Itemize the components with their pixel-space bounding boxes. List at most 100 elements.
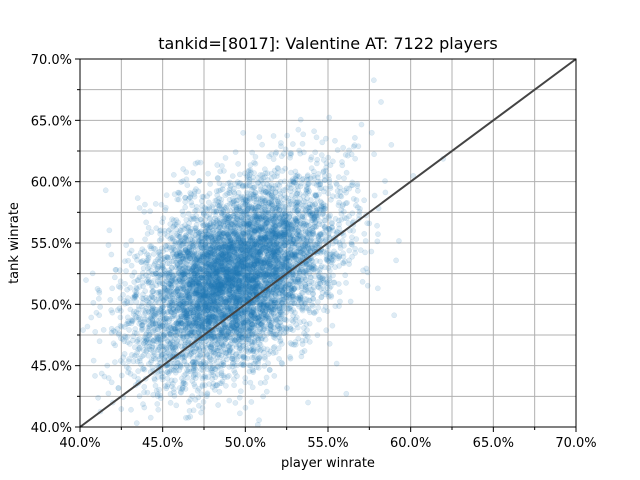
data-point bbox=[343, 280, 349, 286]
data-point bbox=[231, 382, 237, 389]
data-point bbox=[279, 361, 285, 367]
data-point bbox=[322, 225, 328, 232]
data-point bbox=[156, 280, 163, 287]
data-point bbox=[299, 349, 305, 356]
data-point bbox=[348, 239, 355, 246]
data-point bbox=[161, 255, 168, 261]
data-point bbox=[168, 245, 175, 251]
data-point bbox=[164, 337, 171, 344]
data-point bbox=[258, 267, 264, 274]
data-point bbox=[267, 348, 274, 355]
data-point bbox=[238, 258, 245, 265]
data-point bbox=[307, 237, 314, 243]
data-point bbox=[248, 206, 255, 212]
data-point bbox=[260, 349, 267, 356]
data-point bbox=[222, 155, 229, 161]
data-point bbox=[142, 236, 148, 243]
data-point bbox=[249, 354, 255, 361]
data-point bbox=[188, 277, 194, 284]
data-point bbox=[265, 360, 271, 367]
data-point bbox=[226, 322, 233, 329]
data-point bbox=[202, 278, 209, 285]
data-point bbox=[117, 314, 124, 321]
data-point bbox=[111, 274, 118, 281]
data-point bbox=[263, 374, 270, 381]
data-point bbox=[326, 340, 333, 347]
data-point bbox=[206, 278, 212, 285]
data-point bbox=[319, 139, 326, 146]
data-point bbox=[124, 333, 131, 340]
data-point bbox=[189, 202, 195, 209]
data-point bbox=[370, 77, 377, 84]
data-point bbox=[319, 289, 326, 296]
data-point bbox=[270, 306, 277, 313]
data-point bbox=[353, 197, 360, 203]
data-point bbox=[134, 253, 141, 259]
data-point bbox=[260, 180, 267, 187]
data-point bbox=[175, 318, 182, 325]
data-point bbox=[227, 241, 233, 247]
data-point bbox=[371, 192, 378, 199]
data-point bbox=[306, 307, 312, 313]
data-point bbox=[164, 253, 171, 260]
data-point bbox=[144, 251, 150, 258]
data-point bbox=[163, 385, 170, 392]
data-point bbox=[135, 376, 141, 382]
data-point bbox=[248, 399, 255, 405]
data-point bbox=[123, 364, 130, 370]
data-point bbox=[313, 134, 320, 141]
data-point bbox=[287, 185, 294, 192]
data-point bbox=[215, 175, 221, 182]
data-point bbox=[248, 321, 255, 328]
data-point bbox=[228, 305, 235, 312]
data-point bbox=[343, 169, 350, 176]
data-point bbox=[208, 242, 214, 249]
data-point bbox=[229, 173, 236, 179]
data-point bbox=[135, 368, 142, 374]
data-point bbox=[183, 225, 190, 232]
data-point bbox=[219, 163, 225, 169]
data-point bbox=[174, 337, 181, 344]
data-point bbox=[176, 367, 183, 373]
data-point bbox=[267, 254, 274, 261]
data-point bbox=[227, 287, 233, 294]
data-point bbox=[164, 260, 171, 267]
data-point bbox=[213, 293, 220, 300]
data-point bbox=[295, 256, 301, 263]
data-point bbox=[341, 215, 348, 221]
data-point bbox=[226, 215, 232, 222]
data-point bbox=[173, 402, 180, 409]
data-point bbox=[335, 202, 342, 209]
data-point bbox=[231, 291, 238, 298]
data-point bbox=[275, 345, 282, 352]
data-point bbox=[105, 242, 112, 248]
data-point bbox=[136, 393, 143, 399]
data-point bbox=[352, 155, 358, 162]
data-point bbox=[148, 229, 155, 235]
data-point bbox=[134, 338, 140, 345]
data-point bbox=[375, 231, 381, 238]
data-point bbox=[194, 159, 201, 166]
data-point bbox=[252, 256, 259, 262]
data-point bbox=[217, 285, 224, 292]
data-point bbox=[172, 240, 179, 247]
data-point bbox=[232, 400, 239, 406]
data-point bbox=[287, 246, 294, 253]
data-point bbox=[233, 234, 240, 240]
data-point bbox=[216, 283, 222, 290]
data-point bbox=[388, 141, 395, 148]
data-point bbox=[263, 388, 270, 395]
data-point bbox=[239, 279, 246, 286]
data-point bbox=[280, 284, 287, 291]
data-point bbox=[305, 211, 312, 217]
data-point bbox=[100, 327, 107, 333]
data-point bbox=[140, 319, 146, 325]
data-point bbox=[238, 321, 245, 327]
data-point bbox=[247, 220, 254, 226]
data-point bbox=[134, 195, 141, 201]
data-point bbox=[246, 176, 253, 183]
data-point bbox=[221, 283, 228, 289]
data-point bbox=[275, 223, 282, 229]
data-point bbox=[229, 253, 236, 259]
